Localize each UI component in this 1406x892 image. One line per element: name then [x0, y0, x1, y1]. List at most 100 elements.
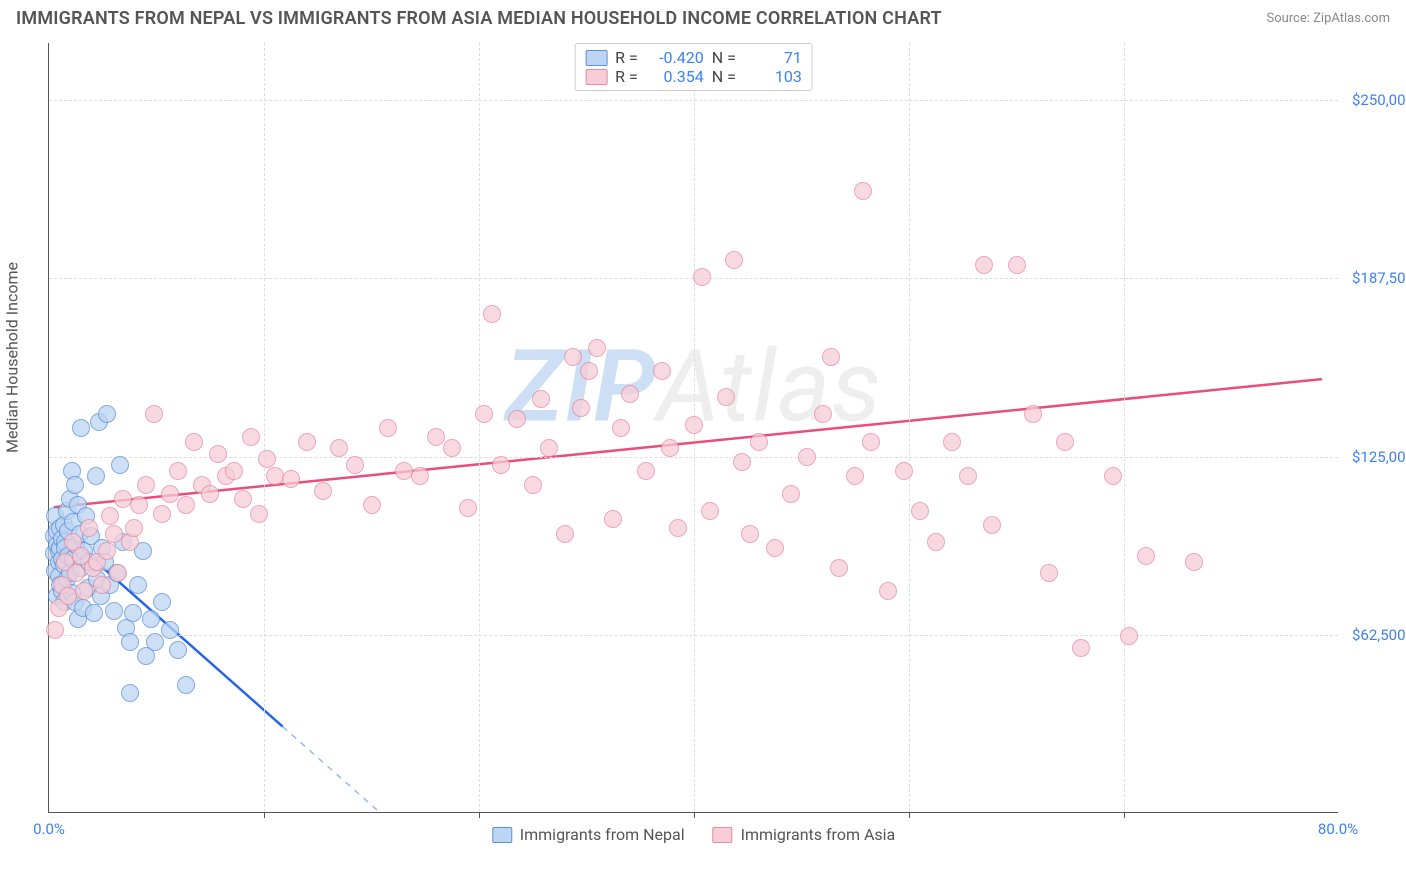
scatter-point-asia [879, 582, 897, 600]
scatter-point-asia [822, 348, 840, 366]
scatter-point-asia [483, 305, 501, 323]
x-tick-mark [1124, 812, 1125, 818]
scatter-point-asia [443, 439, 461, 457]
x-gridline [479, 43, 480, 812]
scatter-point-asia [854, 182, 872, 200]
scatter-point-asia [1008, 256, 1026, 274]
scatter-point-asia [201, 485, 219, 503]
swatch-nepal [492, 827, 512, 843]
scatter-point-asia [798, 448, 816, 466]
scatter-point-asia [733, 453, 751, 471]
scatter-point-nepal [98, 405, 116, 423]
scatter-point-nepal [121, 684, 139, 702]
x-tick-mark [479, 812, 480, 818]
scatter-point-asia [1120, 627, 1138, 645]
x-tick-left: 0.0% [33, 820, 65, 838]
scatter-point-asia [1104, 467, 1122, 485]
scatter-point-asia [612, 419, 630, 437]
scatter-point-nepal [85, 604, 103, 622]
scatter-point-asia [685, 416, 703, 434]
scatter-point-asia [250, 505, 268, 523]
scatter-point-asia [234, 490, 252, 508]
scatter-point-asia [532, 390, 550, 408]
x-tick-mark [909, 812, 910, 818]
r-label: R = [615, 67, 638, 86]
scatter-point-asia [846, 467, 864, 485]
scatter-point-nepal [87, 467, 105, 485]
scatter-point-asia [98, 542, 116, 560]
y-tick-label: $250,000 [1342, 91, 1406, 109]
scatter-point-asia [314, 482, 332, 500]
scatter-point-nepal [142, 610, 160, 628]
legend-item-nepal: Immigrants from Nepal [492, 825, 685, 844]
scatter-point-asia [185, 433, 203, 451]
scatter-point-asia [298, 433, 316, 451]
scatter-point-nepal [177, 676, 195, 694]
scatter-point-asia [782, 485, 800, 503]
swatch-nepal [585, 50, 607, 66]
scatter-point-asia [209, 445, 227, 463]
y-axis-label: Median Household Income [3, 262, 22, 453]
scatter-point-asia [1072, 639, 1090, 657]
scatter-point-nepal [111, 456, 129, 474]
scatter-point-asia [80, 519, 98, 537]
scatter-point-asia [862, 433, 880, 451]
legend-label-nepal: Immigrants from Nepal [520, 825, 685, 844]
scatter-point-asia [169, 462, 187, 480]
scatter-point-asia [766, 539, 784, 557]
legend-row-asia: R = 0.354 N = 103 [585, 67, 802, 86]
scatter-point-asia [741, 525, 759, 543]
chart-container: Median Household Income ZIPAtlas R = -0.… [0, 33, 1406, 873]
scatter-point-asia [161, 485, 179, 503]
scatter-point-asia [242, 428, 260, 446]
scatter-point-asia [983, 516, 1001, 534]
scatter-point-asia [153, 505, 171, 523]
scatter-point-asia [540, 439, 558, 457]
scatter-point-asia [975, 256, 993, 274]
scatter-point-nepal [105, 602, 123, 620]
scatter-point-asia [750, 433, 768, 451]
scatter-point-asia [363, 496, 381, 514]
scatter-point-asia [661, 439, 679, 457]
scatter-point-asia [346, 456, 364, 474]
scatter-point-asia [621, 385, 639, 403]
scatter-point-asia [130, 496, 148, 514]
scatter-point-asia [564, 348, 582, 366]
y-tick-label: $187,500 [1342, 269, 1406, 287]
legend-row-nepal: R = -0.420 N = 71 [585, 48, 802, 67]
scatter-point-asia [145, 405, 163, 423]
r-value-asia: 0.354 [646, 67, 704, 86]
scatter-point-asia [1040, 564, 1058, 582]
scatter-point-asia [701, 502, 719, 520]
scatter-point-asia [653, 362, 671, 380]
scatter-point-asia [492, 456, 510, 474]
x-tick-mark [264, 812, 265, 818]
scatter-point-asia [379, 419, 397, 437]
n-label: N = [712, 67, 736, 86]
scatter-point-nepal [72, 419, 90, 437]
title-bar: IMMIGRANTS FROM NEPAL VS IMMIGRANTS FROM… [0, 0, 1406, 33]
scatter-point-asia [524, 476, 542, 494]
scatter-point-nepal [129, 576, 147, 594]
scatter-point-asia [717, 388, 735, 406]
scatter-point-asia [282, 470, 300, 488]
scatter-point-asia [1185, 553, 1203, 571]
scatter-point-asia [895, 462, 913, 480]
swatch-asia [585, 69, 607, 85]
scatter-point-asia [177, 496, 195, 514]
scatter-point-asia [604, 510, 622, 528]
legend-item-asia: Immigrants from Asia [713, 825, 896, 844]
source-text: Source: ZipAtlas.com [1266, 11, 1390, 26]
r-value-nepal: -0.420 [646, 48, 704, 67]
r-label: R = [615, 48, 638, 67]
scatter-point-nepal [161, 621, 179, 639]
scatter-point-asia [266, 467, 284, 485]
scatter-point-asia [693, 268, 711, 286]
scatter-point-nepal [124, 604, 142, 622]
n-label: N = [712, 48, 736, 67]
scatter-point-asia [75, 582, 93, 600]
scatter-point-nepal [153, 593, 171, 611]
scatter-point-asia [101, 507, 119, 525]
scatter-point-asia [580, 362, 598, 380]
scatter-point-asia [1137, 547, 1155, 565]
